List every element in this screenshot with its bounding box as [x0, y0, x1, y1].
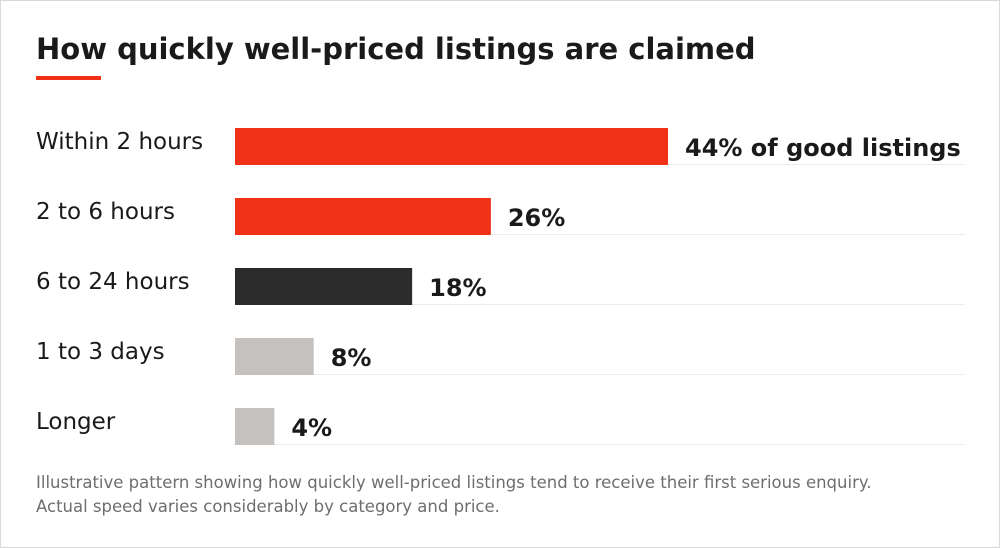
- value-label: 8%: [331, 344, 372, 372]
- footnote-line-1: Illustrative pattern showing how quickly…: [36, 473, 872, 492]
- value-label: 44% of good listings: [685, 134, 961, 162]
- category-label: 1 to 3 days: [36, 339, 165, 365]
- chart-title: How quickly well-priced listings are cla…: [36, 32, 756, 66]
- value-label: 26%: [508, 204, 565, 232]
- bar: [235, 408, 275, 445]
- bar: [235, 198, 491, 235]
- chart-footnote: Illustrative pattern showing how quickly…: [36, 471, 966, 519]
- category-label: 2 to 6 hours: [36, 199, 175, 225]
- footnote-line-2: Actual speed varies considerably by cate…: [36, 497, 500, 516]
- bar: [235, 128, 668, 165]
- bar: [235, 338, 314, 375]
- title-accent-rule: [36, 76, 101, 80]
- value-label: 18%: [429, 274, 486, 302]
- value-label: 4%: [291, 414, 332, 442]
- category-label: 6 to 24 hours: [36, 269, 190, 295]
- category-label: Longer: [36, 409, 116, 435]
- category-label: Within 2 hours: [36, 129, 203, 155]
- bar: [235, 268, 413, 305]
